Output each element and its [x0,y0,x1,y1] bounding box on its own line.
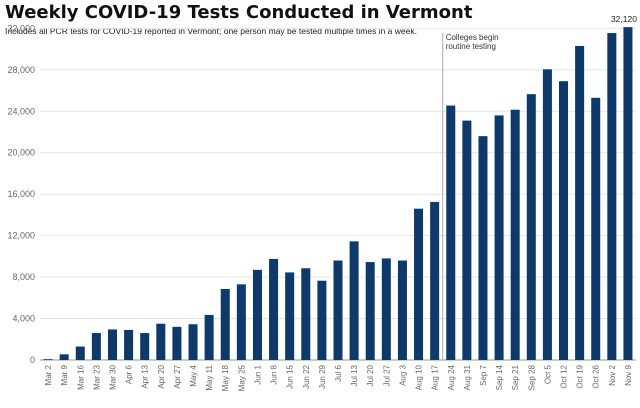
x-tick-label-mar-9: Mar 9 [60,364,69,385]
bar-jun-29 [317,280,327,360]
data-label-nov-9: 32,120 [611,14,637,24]
x-tick-label-oct-5: Oct 5 [543,364,552,384]
y-tick-label-0: 0 [30,355,35,365]
bar-mar-16 [75,346,85,360]
x-tick-label-sep-7: Sep 7 [479,364,488,385]
chart-title: Weekly COVID-19 Tests Conducted in Vermo… [5,2,473,23]
x-tick-label-jun-22: Jun 22 [302,364,311,389]
data-labels: 32,120 [611,14,637,24]
bar-apr-13 [140,333,150,360]
x-tick-label-nov-9: Nov 9 [624,364,633,385]
y-axis: 0 4,000 8,000 12,000 16,000 20,000 24,000 28,00… [7,23,35,365]
bar-may-11 [204,314,214,360]
x-tick-label-jun-1: Jun 1 [253,364,262,384]
x-tick-label-mar-2: Mar 2 [44,364,53,385]
bar-mar-30 [107,329,117,360]
bar-may-4 [188,324,198,360]
x-tick-label-sep-14: Sep 14 [495,364,504,390]
bar-aug-3 [397,260,407,360]
x-tick-label-oct-12: Oct 12 [560,364,569,388]
bar-mar-23 [91,333,101,360]
x-tick-label-aug-10: Aug 10 [415,364,424,390]
x-tick-label-sep-28: Sep 28 [527,364,536,390]
x-tick-label-jul-27: Jul 27 [382,364,391,386]
bar-apr-20 [156,323,166,360]
x-tick-label-may-18: May 18 [221,364,230,391]
x-tick-label-mar-23: Mar 23 [92,364,101,389]
bar-nov-9 [623,27,633,361]
bar-mar-9 [59,354,69,360]
bar-jun-1 [252,269,262,360]
bar-oct-26 [591,97,601,361]
bar-sep-14 [494,115,504,360]
bar-jul-13 [349,241,359,360]
x-tick-label-oct-19: Oct 19 [576,364,585,388]
x-tick-label-jun-8: Jun 8 [270,364,279,384]
bar-sep-7 [478,136,488,360]
bar-aug-10 [414,208,424,360]
bar-aug-31 [462,120,472,360]
x-tick-label-may-11: May 11 [205,364,214,390]
annotation-text-line-1: Colleges begin [446,33,499,42]
y-tick-label-28000: 28,000 [7,65,35,75]
x-tick-label-jul-13: Jul 13 [350,364,359,386]
bar-nov-2 [607,33,617,360]
x-tick-label-jun-15: Jun 15 [286,364,295,389]
bar-oct-12 [559,81,569,360]
x-tick-label-apr-13: Apr 13 [141,364,150,388]
y-tick-label-4000: 4,000 [12,314,35,324]
y-tick-label-16000: 16,000 [7,189,35,199]
y-tick-label-20000: 20,000 [7,148,35,158]
bar-sep-28 [526,94,536,360]
x-tick-label-mar-30: Mar 30 [108,364,117,389]
x-tick-label-may-4: May 4 [189,364,198,386]
x-tick-label-aug-3: Aug 3 [398,364,407,385]
x-tick-label-aug-17: Aug 17 [431,364,440,390]
bar-aug-24 [446,105,456,360]
bar-sep-21 [510,109,520,360]
bar-apr-6 [124,329,134,360]
x-tick-label-may-25: May 25 [237,364,246,391]
x-axis: Mar 2 Mar 9 Mar 16 Mar 23 Mar 30 Apr 6 Apr 13 A… [44,364,633,391]
bar-jul-27 [381,258,391,360]
annotation-text-line-2: routine testing [446,42,496,51]
bars [43,27,633,361]
chart-subtitle: Includes all PCR tests for COVID-19 repo… [5,26,417,36]
bar-oct-19 [575,45,585,361]
bar-may-18 [220,289,230,360]
bar-mar-2 [43,359,53,360]
bar-oct-5 [542,69,552,361]
bar-may-25 [236,284,246,360]
x-tick-label-oct-26: Oct 26 [592,364,601,388]
x-tick-label-sep-21: Sep 21 [511,364,520,390]
x-tick-label-apr-20: Apr 20 [157,364,166,388]
y-tick-label-24000: 24,000 [7,106,35,116]
y-tick-label-8000: 8,000 [12,272,35,282]
x-tick-label-jul-20: Jul 20 [366,364,375,386]
bar-jul-6 [333,260,343,360]
x-tick-label-jun-29: Jun 29 [318,364,327,389]
x-tick-label-mar-16: Mar 16 [76,364,85,389]
bar-jun-8 [269,258,279,360]
x-tick-label-nov-2: Nov 2 [608,364,617,385]
x-tick-label-aug-24: Aug 24 [447,364,456,390]
x-tick-label-jul-6: Jul 6 [334,364,343,381]
bar-aug-17 [430,201,440,360]
x-tick-label-apr-6: Apr 6 [125,364,134,384]
bar-jul-20 [365,262,375,360]
bar-jun-22 [301,268,311,360]
y-tick-label-32000: 32,000 [7,23,35,33]
bar-apr-27 [172,326,182,360]
y-tick-label-12000: 12,000 [7,231,35,241]
bar-jun-15 [285,272,295,360]
x-tick-label-apr-27: Apr 27 [173,364,182,388]
x-tick-label-aug-31: Aug 31 [463,364,472,390]
